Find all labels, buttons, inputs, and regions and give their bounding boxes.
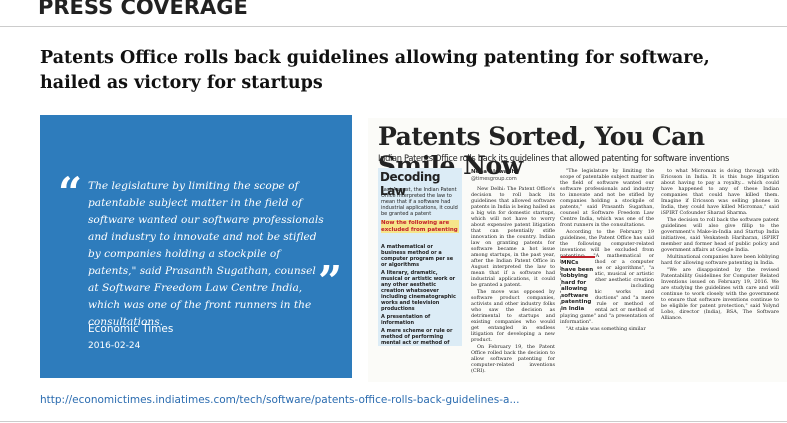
sidebar-intro: Last August, the Indian Patent Office in…: [381, 187, 458, 217]
paragraph: to what Micromax is doing through with E…: [661, 168, 779, 216]
paragraph: New Delhi: The Patent Office's decision …: [471, 186, 555, 288]
column: "The legislature by limiting the scope o…: [560, 168, 654, 376]
sidebar-item: A mathematical or business method or a c…: [381, 244, 454, 268]
quote-source: Economic Times: [88, 323, 174, 335]
divider: [0, 26, 787, 27]
paragraph: The decision to roll back the software p…: [661, 217, 779, 253]
section-title: PRESS COVERAGE: [38, 0, 248, 19]
column: to what Micromax is doing through with E…: [661, 168, 779, 376]
quote-box: [40, 115, 352, 378]
clipping-subhead: Indian Patents Office rolls back its gui…: [378, 153, 729, 164]
news-clipping: Patents Sorted, You Can Smile Now Indian…: [368, 118, 787, 382]
sidebar: Decoding Law Last August, the Indian Pat…: [378, 168, 462, 346]
paragraph: "The legislature by limiting the scope o…: [560, 168, 654, 228]
byline: Neha Alawadhi: [471, 169, 518, 175]
sidebar-list: A mathematical or business method or a c…: [381, 244, 459, 346]
close-quote: ”: [318, 257, 343, 306]
paragraph: On February 19, the Patent Office rolled…: [471, 344, 555, 374]
sidebar-item: A presentation of information: [381, 314, 431, 326]
byline-email: @timesgroup.com: [471, 176, 517, 182]
pull-quote: MNCs have been lobbying hard for allowin…: [561, 256, 595, 312]
paragraph: "At stake was something similar: [566, 326, 646, 332]
paragraph: The move was opposed by software product…: [471, 289, 555, 343]
sidebar-excluded: Now the following are excluded from pate…: [381, 220, 459, 233]
sidebar-title: Decoding Law: [380, 170, 441, 198]
divider: [0, 421, 787, 422]
quote-date: 2016-02-24: [88, 341, 141, 351]
paragraph: According to the February 19 guidelines,…: [560, 229, 654, 325]
paragraph: "We are disappointed by the revised Pate…: [661, 267, 779, 321]
sidebar-item: A literary, dramatic, musical or artisti…: [381, 270, 456, 312]
quote-text: The legislature by limiting the scope of…: [88, 180, 324, 328]
column: New Delhi: The Patent Office's decision …: [471, 186, 555, 376]
article-title: Patents Office rolls back guidelines all…: [40, 48, 710, 93]
paragraph: Multinational companies have been lobbyi…: [661, 254, 779, 266]
sidebar-item: A mere scheme or rule or method of perfo…: [381, 328, 453, 346]
open-quote: “: [58, 168, 83, 217]
source-link[interactable]: http://economictimes.indiatimes.com/tech…: [40, 394, 520, 406]
